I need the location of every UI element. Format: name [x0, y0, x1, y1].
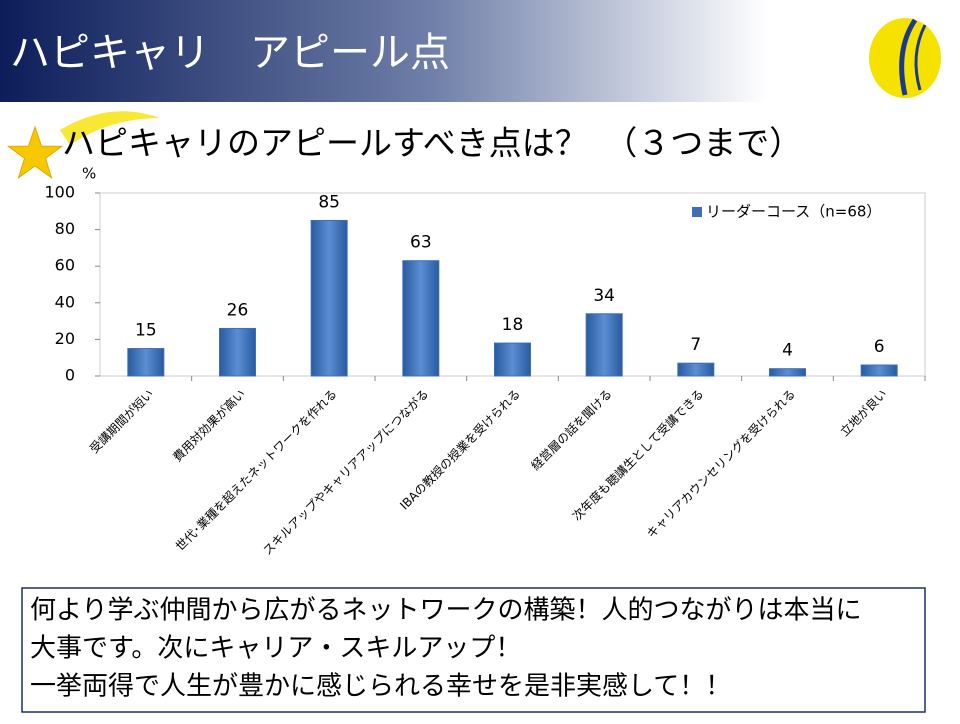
y-tick-label: 20	[55, 329, 75, 348]
value-label: 7	[690, 335, 701, 355]
bar	[494, 342, 531, 377]
y-tick-label: 100	[44, 183, 75, 202]
comment-box	[21, 587, 926, 713]
y-tick-label: 40	[55, 292, 75, 311]
comment-text: 何より学ぶ仲間から広がるネットワークの構築！人的つながりは本当に大事です。次にキ…	[30, 596, 861, 702]
slide-title: ハピキャリ アピール点	[10, 30, 450, 76]
comment-line: 何より学ぶ仲間から広がるネットワークの構築！人的つながりは本当に	[30, 596, 861, 626]
value-label: 34	[593, 286, 615, 306]
y-tick-label: 0	[65, 366, 75, 385]
y-tick-label: 80	[55, 219, 75, 238]
brush-stroke	[60, 111, 160, 145]
bar	[677, 362, 715, 377]
value-label: 6	[874, 337, 885, 357]
comment-line: 大事です。次にキャリア・スキルアップ！	[30, 634, 521, 664]
value-label: 63	[410, 233, 432, 253]
value-label: 26	[227, 300, 249, 320]
legend-swatch	[692, 207, 702, 217]
star-icon	[6, 125, 64, 179]
value-label: 85	[318, 192, 340, 212]
bar	[585, 313, 623, 377]
chart-title: ハピキャリのアピールすべき点は？ （３つまで）	[62, 124, 802, 163]
bar	[219, 327, 256, 377]
y-tick-label: 60	[55, 256, 75, 275]
value-label: 4	[782, 341, 793, 361]
bar	[127, 348, 165, 377]
value-label: 18	[502, 315, 524, 335]
logo	[869, 18, 941, 98]
comment-line: 一挙両得で人生が豊かに感じられる幸せを是非実感して！！	[30, 672, 731, 702]
legend-label: リーダーコース（n=68）	[706, 203, 881, 221]
value-label: 15	[135, 321, 157, 341]
bar	[310, 219, 348, 377]
bar	[860, 364, 898, 377]
header-band	[0, 0, 960, 102]
bar	[402, 260, 440, 377]
bar	[769, 368, 806, 377]
y-axis-unit: %	[82, 165, 96, 183]
